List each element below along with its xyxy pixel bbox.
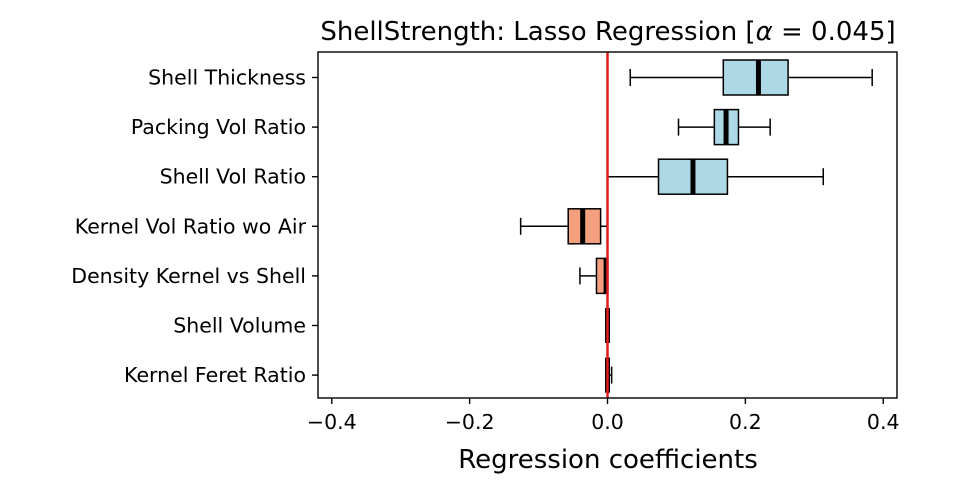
boxes-layer bbox=[519, 59, 873, 394]
x-tick-label: 0.4 bbox=[867, 410, 900, 434]
iqr-box bbox=[722, 59, 789, 96]
box-4 bbox=[579, 257, 609, 295]
y-axis: Shell Thickness Packing Vol Ratio Shell Vo… bbox=[71, 66, 318, 387]
title-prefix: ShellStrength: Lasso Regression [ bbox=[320, 17, 755, 47]
x-axis: −0.4 −0.2 0.0 0.2 0.4 bbox=[307, 398, 900, 434]
x-tick-label: 0.0 bbox=[591, 410, 624, 434]
x-tick-label: −0.4 bbox=[307, 410, 357, 434]
y-tick-label: Packing Vol Ratio bbox=[131, 115, 306, 139]
x-tick-label: −0.2 bbox=[445, 410, 495, 434]
title-alpha: α bbox=[756, 17, 773, 47]
x-tick-label: 0.2 bbox=[729, 410, 762, 434]
x-axis-label: Regression coefficients bbox=[458, 445, 758, 475]
box-3 bbox=[519, 208, 609, 245]
chart-title: ShellStrength: Lasso Regression [α = 0.0… bbox=[320, 17, 895, 47]
y-tick-label: Kernel Vol Ratio wo Air bbox=[75, 214, 307, 238]
box-1 bbox=[677, 108, 771, 146]
y-tick-label: Density Kernel vs Shell bbox=[71, 264, 306, 288]
y-tick-label: Shell Vol Ratio bbox=[160, 165, 306, 189]
box-0 bbox=[629, 59, 873, 96]
y-tick-label: Shell Volume bbox=[173, 314, 306, 338]
y-tick-label: Kernel Feret Ratio bbox=[124, 363, 306, 387]
box-2 bbox=[606, 158, 824, 195]
title-suffix: = 0.045] bbox=[773, 17, 896, 47]
y-tick-label: Shell Thickness bbox=[148, 66, 306, 90]
